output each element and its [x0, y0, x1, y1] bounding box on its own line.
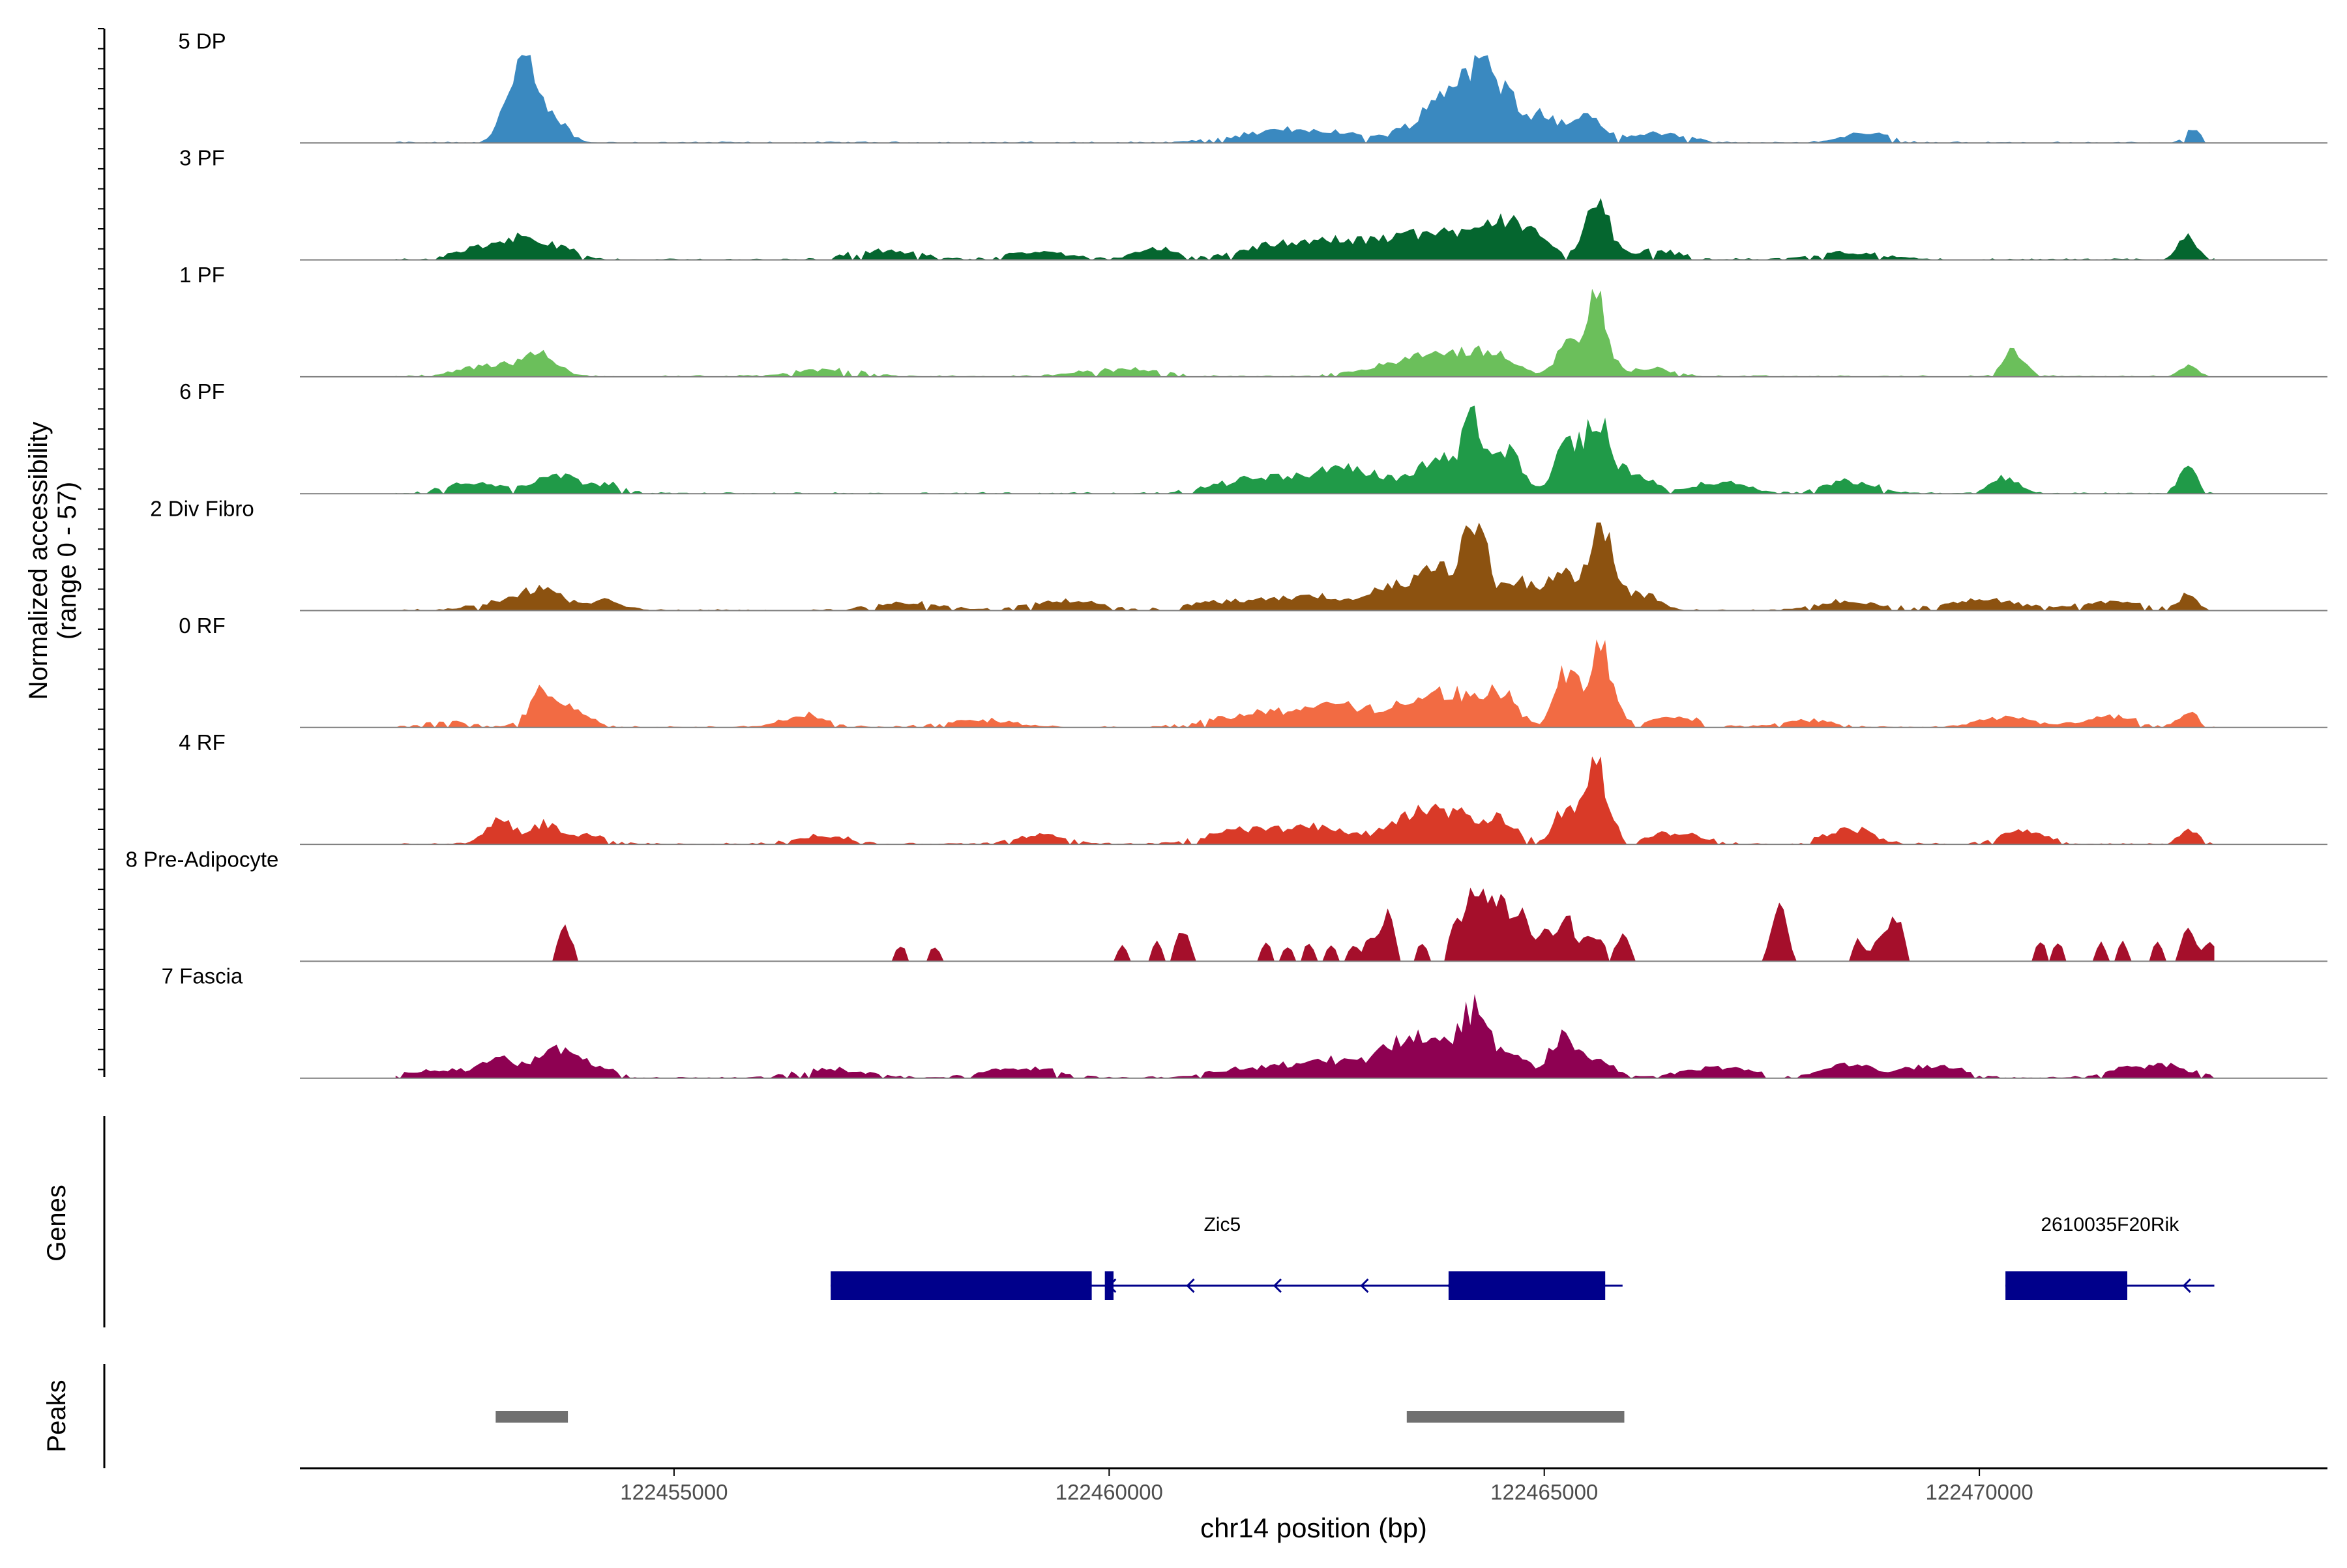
- x-tick-label: 122460000: [1055, 1480, 1163, 1504]
- track-6-pf: 6 PF: [179, 379, 2327, 495]
- track-2-div-fibro: 2 Div Fibro: [150, 497, 2327, 612]
- track-7-fascia: 7 Fascia: [162, 964, 2327, 1079]
- gene-strand-arrow: [1447, 1278, 1456, 1294]
- gene-strand-arrow: [1186, 1278, 1195, 1294]
- x-tick-label: 122470000: [1926, 1480, 2033, 1504]
- track-label: 4 RF: [179, 730, 226, 754]
- track-0-rf: 0 RF: [179, 614, 2327, 728]
- x-axis: 122455000 122460000 122465000 122470000: [300, 1467, 2327, 1504]
- peak-region-bar: [495, 1411, 568, 1423]
- track-5-dp: 5 DP: [178, 29, 2327, 144]
- peaks-panel: [495, 1411, 1625, 1423]
- track-signal-area: [395, 288, 2215, 377]
- track-label: 1 PF: [179, 263, 225, 287]
- gene-exon: [831, 1271, 1092, 1300]
- gene-strand-arrow: [2182, 1278, 2191, 1294]
- track-3-pf: 3 PF: [179, 146, 2327, 261]
- x-tick-label: 122455000: [620, 1480, 728, 1504]
- track-4-rf: 4 RF: [179, 730, 2327, 846]
- track-signal-area: [395, 198, 2215, 260]
- gene-2610035f20rik: 2610035F20Rik: [2005, 1214, 2215, 1300]
- track-label: 6 PF: [179, 379, 225, 404]
- track-label: 2 Div Fibro: [150, 497, 254, 521]
- track-signal-area: [395, 406, 2215, 494]
- track-8-pre-adipocyte: 8 Pre-Adipocyte: [126, 847, 2327, 962]
- peak-region-bar: [1406, 1411, 1625, 1423]
- gene-zic5: Zic5: [831, 1214, 1623, 1300]
- peaks-panel-label: Peaks: [42, 1380, 71, 1452]
- gene-strand-arrow: [1360, 1278, 1369, 1294]
- track-1-pf: 1 PF: [179, 263, 2327, 377]
- track-signal-area: [395, 994, 2215, 1078]
- track-label: 0 RF: [179, 614, 226, 638]
- track-signal-area: [395, 522, 2215, 611]
- tracks-panel: 5 DP 3 PF 1 PF 6 PF 2 Div Fibro 0 RF 4 RF 8 Pre…: [126, 29, 2327, 1079]
- track-label: 8 Pre-Adipocyte: [126, 847, 279, 871]
- gene-strand-arrow: [1108, 1278, 1117, 1294]
- left-axes: [98, 28, 106, 1468]
- y-axis-label-line1: Normalized accessibility: [24, 422, 53, 700]
- gene-strand-arrow: [1273, 1278, 1282, 1294]
- gene-exon: [1448, 1271, 1606, 1300]
- track-signal-area: [395, 55, 2215, 143]
- genes-panel-label: Genes: [42, 1185, 71, 1262]
- gene-label: Zic5: [1203, 1214, 1241, 1235]
- genes-panel: Zic5 2610035F20Rik: [831, 1214, 2215, 1300]
- gene-label: 2610035F20Rik: [2041, 1214, 2179, 1235]
- gene-exon: [2005, 1271, 2127, 1300]
- track-label: 3 PF: [179, 146, 225, 170]
- x-axis-label: chr14 position (bp): [1200, 1513, 1427, 1543]
- track-signal-area: [395, 639, 2215, 728]
- track-label: 5 DP: [178, 29, 226, 53]
- x-tick-label: 122465000: [1490, 1480, 1598, 1504]
- track-label: 7 Fascia: [162, 964, 243, 988]
- track-signal-area: [395, 887, 2215, 962]
- y-axis-label-line2: (range 0 - 57): [53, 482, 81, 640]
- track-signal-area: [395, 756, 2215, 845]
